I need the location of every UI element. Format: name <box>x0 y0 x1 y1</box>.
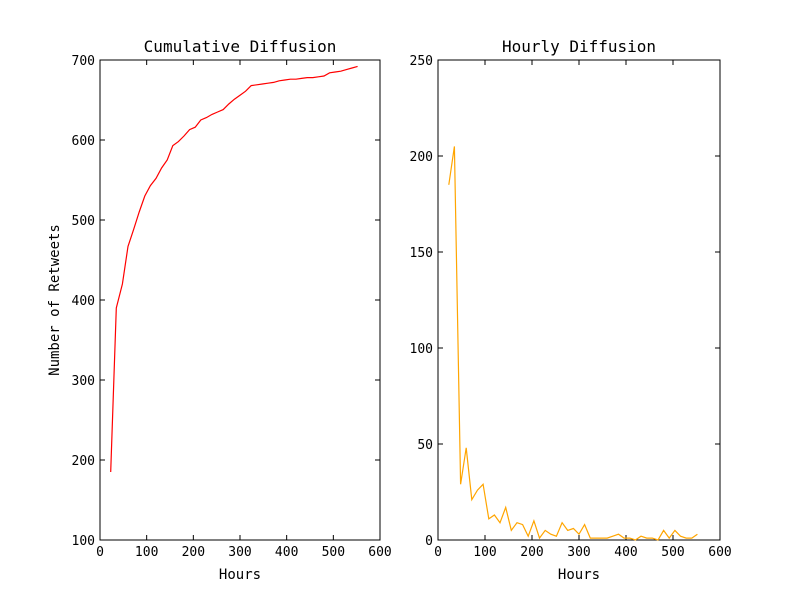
cumulative-x-tick-label: 0 <box>96 545 104 560</box>
hourly-x-tick-label: 200 <box>520 545 543 560</box>
cumulative-y-tick-label: 700 <box>72 54 95 69</box>
hourly-x-tick-label: 300 <box>567 545 590 560</box>
hourly-x-tick-label: 600 <box>708 545 731 560</box>
cumulative-y-tick-label: 500 <box>72 214 95 229</box>
hourly-x-tick-label: 0 <box>434 545 442 560</box>
hourly-x-tick-label: 500 <box>661 545 684 560</box>
cumulative-x-axis-label: Hours <box>219 567 261 583</box>
cumulative-diffusion-panel: Cumulative Diffusion 0 100 200 300 400 500 600… <box>47 37 392 583</box>
hourly-diffusion-panel: Hourly Diffusion 0 100 200 300 400 500 600 0 50 1… <box>410 37 732 583</box>
hourly-x-tick-label: 400 <box>614 545 637 560</box>
cumulative-axes-frame <box>99 59 381 541</box>
cumulative-x-tick-label: 100 <box>135 545 158 560</box>
hourly-y-tick-label: 100 <box>410 342 433 357</box>
hourly-title: Hourly Diffusion <box>502 37 656 56</box>
hourly-y-tick-label: 0 <box>425 534 433 549</box>
cumulative-title: Cumulative Diffusion <box>144 37 337 56</box>
cumulative-y-tick-label: 200 <box>72 454 95 469</box>
hourly-y-tick-label: 200 <box>410 150 433 165</box>
hourly-series-line <box>448 146 698 541</box>
cumulative-y-tick-label: 100 <box>72 534 95 549</box>
cumulative-x-tick-label: 400 <box>275 545 298 560</box>
cumulative-x-tick-label: 500 <box>322 545 345 560</box>
hourly-y-tick-label: 50 <box>417 438 433 453</box>
hourly-x-axis-label: Hours <box>558 567 600 583</box>
hourly-x-tick-label: 100 <box>473 545 496 560</box>
cumulative-y-tick-label: 600 <box>72 134 95 149</box>
cumulative-series-line <box>110 65 358 473</box>
cumulative-y-tick-label: 400 <box>72 294 95 309</box>
hourly-ticks: 0 100 200 300 400 500 600 0 50 100 150 200 250 <box>410 54 732 560</box>
cumulative-x-tick-label: 300 <box>228 545 251 560</box>
cumulative-y-axis-label: Number of Retweets <box>47 224 63 376</box>
cumulative-y-tick-label: 300 <box>72 374 95 389</box>
hourly-y-tick-label: 150 <box>410 246 433 261</box>
hourly-y-tick-label: 250 <box>410 54 433 69</box>
cumulative-x-tick-label: 600 <box>368 545 391 560</box>
hourly-axes-frame <box>437 59 721 541</box>
cumulative-x-tick-label: 200 <box>182 545 205 560</box>
